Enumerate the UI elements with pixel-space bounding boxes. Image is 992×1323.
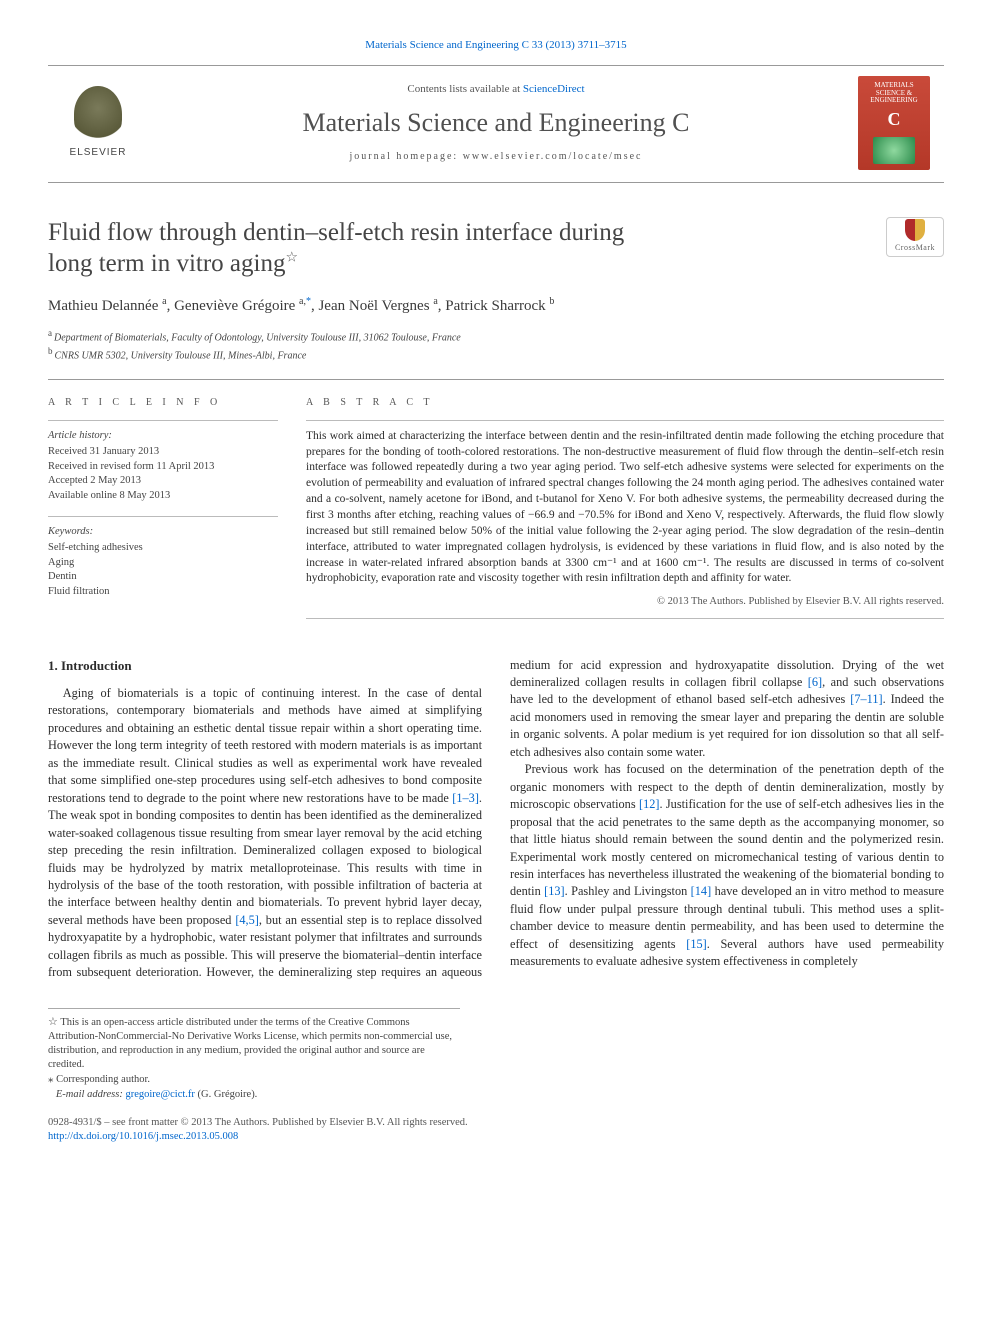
title-line-2: long term in vitro aging [48,250,285,277]
doi-line: http://dx.doi.org/10.1016/j.msec.2013.05… [48,1130,944,1144]
publisher-name: ELSEVIER [70,146,127,160]
corresponding-label: Corresponding author. [56,1074,150,1085]
open-access-footnote: ☆ This is an open-access article distrib… [48,1015,460,1073]
paragraph: Previous work has focused on the determi… [510,761,944,970]
masthead-center: Contents lists available at ScienceDirec… [154,82,838,163]
author-1: Mathieu Delannée a [48,298,167,314]
citation-link[interactable]: [7–11] [850,692,882,706]
affiliation-b: bCNRS UMR 5302, University Toulouse III,… [48,345,944,363]
author-list: Mathieu Delannée a, Geneviève Grégoire a… [48,295,944,316]
author-4: Patrick Sharrock b [445,298,554,314]
sciencedirect-link[interactable]: ScienceDirect [523,83,585,95]
email-person: (G. Grégoire). [198,1089,258,1100]
journal-title: Materials Science and Engineering C [154,105,838,140]
corresponding-author-mark[interactable]: * [306,296,311,307]
crossmark-badge[interactable]: CrossMark [886,217,944,257]
citation-link[interactable]: [14] [691,884,712,898]
crossmark-label: CrossMark [895,243,935,254]
author-3: Jean Noël Vergnes a [318,298,437,314]
title-footnote-star: ☆ [285,251,298,266]
corresponding-author-footnote: ⁎ Corresponding author. [48,1072,460,1087]
citation-link[interactable]: [4,5] [235,913,259,927]
keyword: Aging [48,556,278,571]
email-footnote: E-mail address: gregoire@cict.fr (G. Gré… [48,1088,460,1102]
abstract-copyright: © 2013 The Authors. Published by Elsevie… [306,595,944,609]
contents-prefix: Contents lists available at [407,83,522,95]
cover-letter: C [888,107,901,131]
citation-link[interactable]: [12] [639,797,660,811]
journal-homepage: journal homepage: www.elsevier.com/locat… [154,150,838,164]
title-line-1: Fluid flow through dentin–self-etch resi… [48,219,624,246]
history-line: Available online 8 May 2013 [48,489,278,504]
body-text-columns: 1. Introduction Aging of biomaterials is… [48,657,944,982]
issn-line: 0928-4931/$ – see front matter © 2013 Th… [48,1116,944,1130]
citation-link[interactable]: [15] [686,937,707,951]
affiliation-a: aDepartment of Biomaterials, Faculty of … [48,327,944,345]
crossmark-shield-icon [905,219,925,241]
footnote-star-icon: ☆ [48,1016,58,1028]
affiliations: aDepartment of Biomaterials, Faculty of … [48,327,944,364]
author-2: Geneviève Grégoire a,* [174,298,311,314]
history-line: Accepted 2 May 2013 [48,474,278,489]
history-line: Received in revised form 11 April 2013 [48,460,278,475]
article-info-column: A R T I C L E I N F O Article history: R… [48,396,278,618]
divider-rule [48,379,944,380]
top-citation-link[interactable]: Materials Science and Engineering C 33 (… [365,39,626,51]
article-title: Fluid flow through dentin–self-etch resi… [48,217,866,280]
corresponding-star-icon: ⁎ [48,1073,54,1085]
elsevier-tree-icon [74,86,122,142]
footnotes: ☆ This is an open-access article distrib… [48,1008,460,1102]
article-info-heading: A R T I C L E I N F O [48,396,278,410]
section-heading-introduction: 1. Introduction [48,657,482,675]
history-label: Article history: [48,429,278,443]
citation-link[interactable]: [1–3] [452,791,479,805]
journal-cover-thumbnail: MATERIALS SCIENCE & ENGINEERING C [858,76,930,170]
history-line: Received 31 January 2013 [48,445,278,460]
keyword: Self-etching adhesives [48,541,278,556]
abstract-body: This work aimed at characterizing the in… [306,420,944,588]
cover-title: MATERIALS SCIENCE & ENGINEERING [862,82,926,105]
keyword: Fluid filtration [48,585,278,600]
top-citation: Materials Science and Engineering C 33 (… [48,38,944,53]
doi-link[interactable]: http://dx.doi.org/10.1016/j.msec.2013.05… [48,1131,238,1142]
publisher-logo: ELSEVIER [62,81,134,165]
abstract-bottom-rule [306,618,944,619]
keywords-label: Keywords: [48,525,278,539]
email-link[interactable]: gregoire@cict.fr [125,1089,194,1100]
article-history-block: Article history: Received 31 January 201… [48,420,278,504]
email-label: E-mail address: [56,1089,123,1100]
cover-image-icon [873,137,915,164]
contents-line: Contents lists available at ScienceDirec… [154,82,838,97]
citation-link[interactable]: [6] [808,675,822,689]
open-access-text: This is an open-access article distribut… [48,1017,452,1071]
abstract-heading: A B S T R A C T [306,396,944,410]
abstract-column: A B S T R A C T This work aimed at chara… [306,396,944,618]
keywords-block: Keywords: Self-etching adhesives Aging D… [48,516,278,600]
citation-link[interactable]: [13] [544,884,565,898]
keyword: Dentin [48,570,278,585]
journal-masthead: ELSEVIER Contents lists available at Sci… [48,65,944,183]
page-footer: 0928-4931/$ – see front matter © 2013 Th… [48,1116,944,1144]
